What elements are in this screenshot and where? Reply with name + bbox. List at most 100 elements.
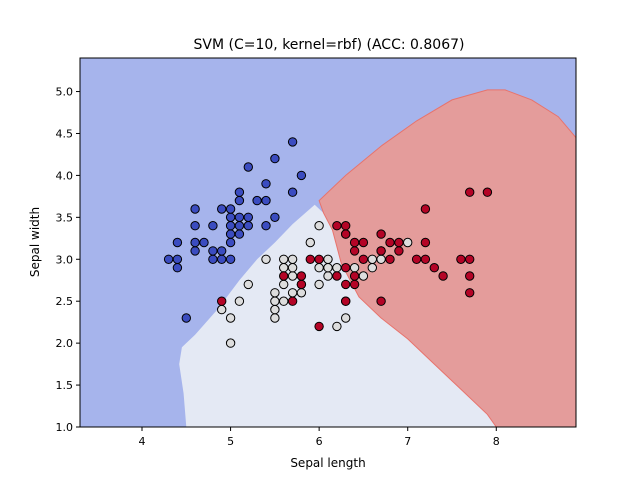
class0-point-9 xyxy=(199,237,209,248)
class1-point-12 xyxy=(279,263,289,273)
class1-point-15 xyxy=(287,271,298,281)
class2-point-12 xyxy=(341,263,351,273)
y-tick-label: 3.5 xyxy=(56,211,74,224)
class2-point-8 xyxy=(332,271,342,281)
class0-point-26 xyxy=(234,187,245,197)
class0-point-0 xyxy=(163,254,174,264)
class1-point-33 xyxy=(358,271,369,281)
class2-point-9 xyxy=(332,221,342,231)
class2-point-3 xyxy=(296,279,307,290)
class1-point-29 xyxy=(341,313,351,323)
class0-point-20 xyxy=(225,212,236,223)
class0-point-28 xyxy=(243,212,254,223)
class0-point-2 xyxy=(172,254,183,264)
class1-point-10 xyxy=(279,296,289,306)
class0-point-11 xyxy=(208,246,218,256)
class1-point-34 xyxy=(367,263,377,273)
class2-point-15 xyxy=(349,279,360,290)
y-tick-label: 4.5 xyxy=(56,127,74,140)
y-axis: 1.0 1.5 2.0 2.5 3.0 3.5 4.0 4.5 5.0 xyxy=(56,86,80,434)
class2-point-24 xyxy=(385,254,395,264)
x-tick-label: 6 xyxy=(316,435,323,448)
class0-point-6 xyxy=(190,237,200,248)
class1-point-4 xyxy=(243,279,254,290)
class1-point-22 xyxy=(314,263,324,273)
class0-point-16 xyxy=(225,254,236,264)
x-axis-label: Sepal length xyxy=(290,456,365,470)
class0-point-35 xyxy=(270,153,280,164)
class0-point-5 xyxy=(190,246,200,256)
class2-point-28 xyxy=(411,254,422,264)
class2-point-11 xyxy=(341,279,351,290)
class0-point-17 xyxy=(225,237,236,248)
class0-point-33 xyxy=(261,179,271,189)
class1-point-3 xyxy=(234,296,245,306)
class0-point-19 xyxy=(225,221,236,231)
class2-point-32 xyxy=(429,263,439,273)
class0-point-10 xyxy=(208,254,218,264)
x-tick-label: 5 xyxy=(227,435,234,448)
y-tick-label: 1.0 xyxy=(56,421,74,434)
class0-point-23 xyxy=(234,221,245,231)
class0-point-8 xyxy=(190,204,200,214)
y-tick-label: 2.0 xyxy=(56,337,74,350)
class2-point-36 xyxy=(465,271,475,281)
class1-point-6 xyxy=(270,313,280,323)
class2-point-33 xyxy=(438,271,448,281)
class2-point-37 xyxy=(465,254,475,264)
class1-point-5 xyxy=(261,254,271,264)
class0-point-38 xyxy=(296,170,307,181)
class1-point-23 xyxy=(314,221,324,231)
class0-point-1 xyxy=(172,263,183,273)
class0-point-25 xyxy=(234,195,245,206)
class2-point-27 xyxy=(394,237,404,248)
class0-point-4 xyxy=(181,313,192,323)
x-axis: 4 5 6 7 8 xyxy=(139,427,500,448)
class1-point-8 xyxy=(270,296,280,306)
class2-point-26 xyxy=(394,246,404,256)
class1-point-35 xyxy=(367,254,377,264)
class1-point-21 xyxy=(314,279,324,290)
class2-point-21 xyxy=(376,296,386,306)
class2-point-29 xyxy=(420,254,431,264)
class2-point-19 xyxy=(358,254,369,264)
class0-point-12 xyxy=(208,221,218,231)
class1-point-2 xyxy=(225,313,236,323)
class1-point-36 xyxy=(376,254,386,264)
x-tick-label: 8 xyxy=(493,435,500,448)
class0-point-24 xyxy=(234,212,245,223)
class2-point-2 xyxy=(287,296,298,306)
class1-point-16 xyxy=(287,263,298,273)
class0-point-18 xyxy=(225,229,236,239)
x-tick-label: 7 xyxy=(404,435,411,448)
class2-point-17 xyxy=(349,246,360,256)
chart-title: SVM (C=10, kernel=rbf) (ACC: 0.8067) xyxy=(194,37,465,53)
class1-point-7 xyxy=(270,304,280,315)
class2-point-16 xyxy=(349,271,360,281)
class0-point-15 xyxy=(217,204,227,214)
class2-point-1 xyxy=(279,271,289,281)
class1-point-18 xyxy=(296,288,307,298)
class0-point-3 xyxy=(172,237,183,248)
class2-region xyxy=(318,89,576,427)
class2-point-22 xyxy=(376,246,386,256)
class0-point-37 xyxy=(287,137,298,147)
class1-point-13 xyxy=(279,254,289,264)
class2-point-31 xyxy=(420,204,431,214)
class2-point-35 xyxy=(465,288,475,298)
class1-point-17 xyxy=(287,254,298,264)
class1-point-38 xyxy=(403,237,413,248)
class2-point-0 xyxy=(217,296,227,306)
class0-point-22 xyxy=(234,229,245,239)
plot-area xyxy=(79,57,577,428)
class2-point-23 xyxy=(376,229,386,239)
class2-point-7 xyxy=(314,254,324,264)
class2-point-6 xyxy=(314,321,324,332)
class2-point-39 xyxy=(482,187,493,197)
class1-point-25 xyxy=(323,263,333,273)
class0-point-14 xyxy=(217,246,227,256)
plot-frame xyxy=(79,57,577,428)
class1-point-11 xyxy=(279,279,289,290)
y-tick-label: 1.5 xyxy=(56,379,74,392)
